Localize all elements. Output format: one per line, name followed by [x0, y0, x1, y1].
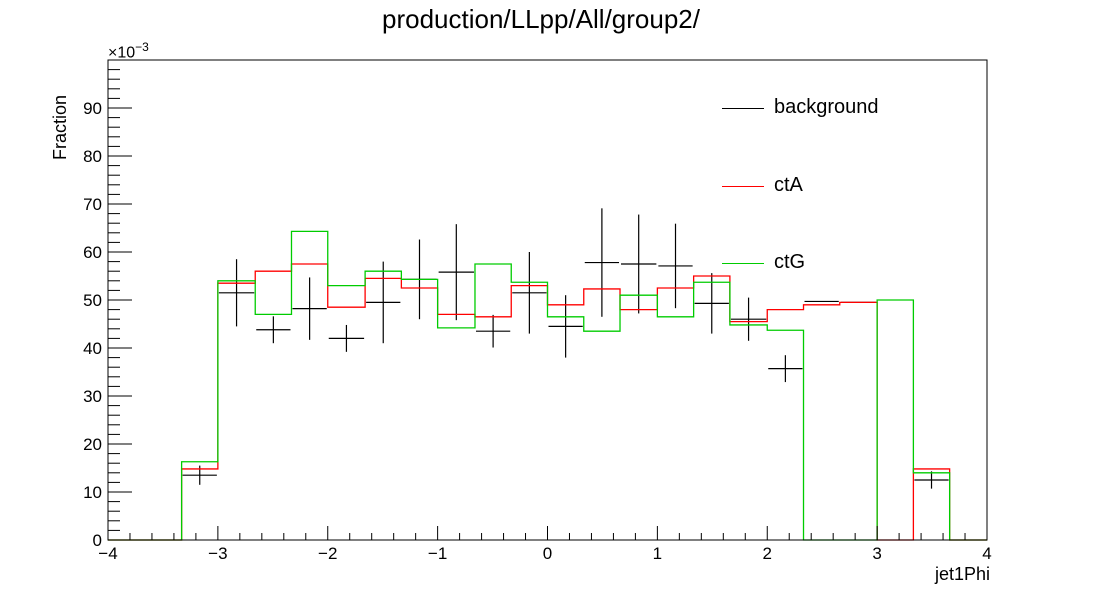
x-tick-label: 1 — [653, 544, 662, 563]
x-tick-label: −4 — [98, 544, 117, 563]
chart-title: production/LLpp/All/group2/ — [381, 4, 700, 34]
x-axis-label: jet1Phi — [934, 564, 990, 584]
x-tick-label: 3 — [872, 544, 881, 563]
y-tick-label: 30 — [83, 387, 102, 406]
legend-swatch-background — [722, 108, 764, 109]
series-ctg-line — [108, 230, 987, 541]
y-tick-label: 40 — [83, 339, 102, 358]
legend-swatch-ctA — [722, 186, 764, 187]
legend-label-ctG: ctG — [774, 251, 806, 273]
series-background-point — [256, 316, 291, 344]
y-axis-label: Fraction — [50, 94, 70, 160]
series-background-point — [512, 252, 547, 334]
series-background-point — [366, 261, 401, 344]
series-background-point — [768, 355, 803, 383]
series-background-point — [914, 471, 949, 489]
series-background-point — [548, 295, 583, 358]
x-tick-label: −2 — [318, 544, 337, 563]
y-tick-label: 50 — [83, 291, 102, 310]
y-axis-exponent: ×10−3 — [108, 40, 149, 62]
y-tick-label: 90 — [83, 99, 102, 118]
y-tick-label: 20 — [83, 435, 102, 454]
series-background-point — [658, 223, 693, 309]
y-tick-label: 80 — [83, 147, 102, 166]
y-tick-label: 10 — [83, 483, 102, 502]
legend-swatch-ctG — [722, 263, 764, 264]
series-background-point — [438, 224, 474, 321]
series-background-point — [218, 259, 255, 327]
x-tick-label: 0 — [543, 544, 552, 563]
series-background-point — [694, 273, 729, 334]
series-background-point — [475, 314, 511, 348]
legend-label-background: background — [774, 96, 879, 118]
series-background-point — [621, 214, 657, 314]
y-tick-label: 0 — [93, 531, 102, 550]
series-background-point — [292, 277, 327, 340]
y-tick-label: 60 — [83, 243, 102, 262]
x-tick-label: 4 — [982, 544, 991, 563]
x-tick-label: 2 — [763, 544, 772, 563]
series-background-point — [328, 324, 365, 352]
legend-label-ctA: ctA — [774, 174, 803, 196]
series-background-point — [584, 208, 620, 317]
y-tick-label: 70 — [83, 195, 102, 214]
x-tick-label: −1 — [428, 544, 447, 563]
series-background-point — [730, 297, 767, 341]
x-tick-label: −3 — [208, 544, 227, 563]
